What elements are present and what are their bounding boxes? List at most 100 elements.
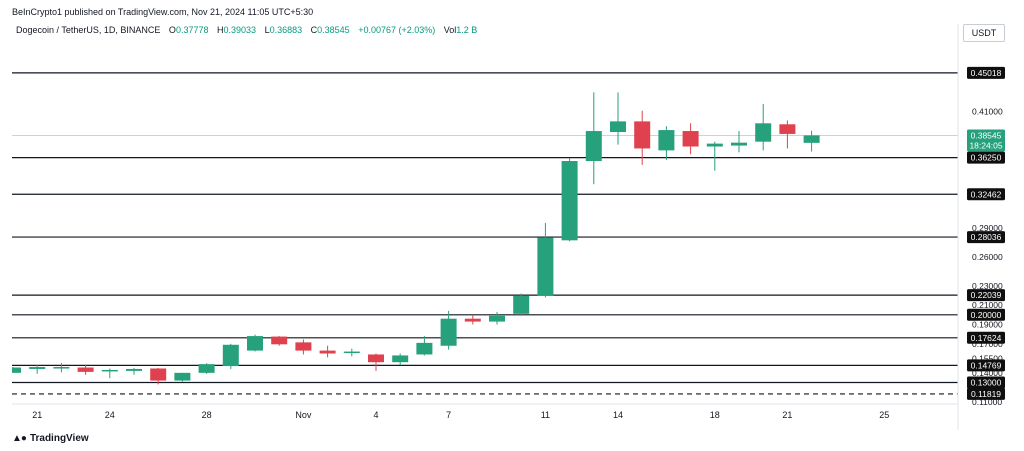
candle-body [77,367,94,372]
candle-up [731,131,747,153]
candle-up [126,368,142,375]
level-tag-label: 0.32462 [971,189,1002,199]
volume-value: 1.2 B [456,25,478,35]
x-tick-label: 21 [32,410,42,420]
candle-body [779,124,796,134]
candle-body [126,368,142,371]
level-tag [967,188,1005,201]
y-tick-label: 0.21000 [972,300,1003,310]
x-tick-label: Nov [295,410,312,420]
y-tick-label: 0.26000 [972,252,1003,262]
level-tag-label: 0.45018 [971,68,1002,78]
y-tick-label: 0.17000 [972,339,1003,349]
candle-up [12,367,21,373]
y-tick-label: 0.19000 [972,319,1003,329]
level-tag [967,331,1005,344]
candle-up [29,365,46,374]
brand-name: TradingView [29,433,89,444]
candle-down [319,345,336,358]
candle-body [803,135,820,143]
y-tick-label: 0.29000 [972,223,1003,233]
y-tick-label: 0.15500 [972,353,1003,363]
candle-body [271,336,288,345]
candle-up [755,103,772,151]
high-value: 0.39033 [223,25,257,35]
low-label: L [264,25,270,35]
candle-body [295,342,312,351]
candle-up [489,311,505,325]
candle-up [658,126,675,161]
candlestick-series [12,92,820,385]
candle-down [271,336,288,346]
candle-body [343,351,360,354]
candle-body [53,367,70,369]
tradingview-brand[interactable]: ▲● TradingView [12,433,89,444]
symbol-info-bar: Dogecoin / TetherUS, 1D, BINANCE O0.3777… [16,25,477,35]
symbol-name[interactable]: Dogecoin / TetherUS, 1D, BINANCE [16,25,161,35]
candle-up [803,130,820,152]
candle-down [295,339,312,355]
candle-up [174,372,191,382]
candle-body [150,368,167,381]
candle-body [537,237,554,296]
candle-body [416,342,433,355]
y-tick-label: 0.23000 [972,281,1003,291]
candle-body [101,369,118,372]
y-tick-label: 0.14000 [972,368,1003,378]
candle-down [779,120,796,149]
level-tag [967,308,1005,321]
candle-body [198,364,215,373]
level-tag-label: 0.22039 [971,290,1002,300]
x-tick-label: 24 [105,410,115,420]
last-price-label: 0.38545 [971,130,1002,140]
level-tag [967,376,1005,389]
candle-body [658,130,675,151]
candle-up [101,368,118,379]
change-value: +0.00767 (+2.03%) [358,25,436,35]
candle-up [610,92,626,145]
candle-up [247,334,263,352]
volume-label: Vol [443,25,457,35]
candle-up [706,141,723,171]
candle-body [755,123,772,142]
high-label: H [217,25,224,35]
level-tag-label: 0.11819 [971,389,1001,399]
candle-body [682,131,699,147]
low-value: 0.36883 [269,25,303,35]
candle-down [464,314,481,325]
candle-body [464,318,481,322]
x-tick-label: 21 [782,410,792,420]
candle-up [392,353,409,366]
level-tag [967,359,1005,372]
level-tag [967,151,1005,164]
level-tag [967,387,1005,400]
x-tick-label: 25 [879,410,889,420]
publisher-caption: BeInCrypto1 published on TradingView.com… [12,7,314,17]
candle-up [561,158,578,242]
open-label: O [168,25,176,35]
level-tag-label: 0.17624 [971,333,1002,343]
open-value: 0.37778 [175,25,209,35]
candle-down [368,353,384,371]
candle-up [198,363,215,374]
countdown-label: 18:24:05 [969,140,1002,150]
level-tag [967,66,1005,79]
candle-down [150,368,167,385]
candle-up [513,293,530,316]
x-tick-label: 14 [613,410,623,420]
candle-up [343,348,360,357]
candle-body [368,354,384,363]
candle-down [634,110,651,165]
currency-selector[interactable]: USDT [963,24,1005,42]
x-tick-label: 18 [710,410,720,420]
time-axis: 21 24 28 Nov 4 7 11 14 18 21 25 [12,24,959,430]
close-value: 0.38545 [317,25,350,35]
candle-body [561,161,578,241]
candle-up [53,363,70,373]
candle-body [174,372,191,381]
x-tick-label: 28 [202,410,212,420]
candle-body [222,344,239,367]
candle-body [440,318,457,346]
x-tick-label: 11 [541,410,550,420]
